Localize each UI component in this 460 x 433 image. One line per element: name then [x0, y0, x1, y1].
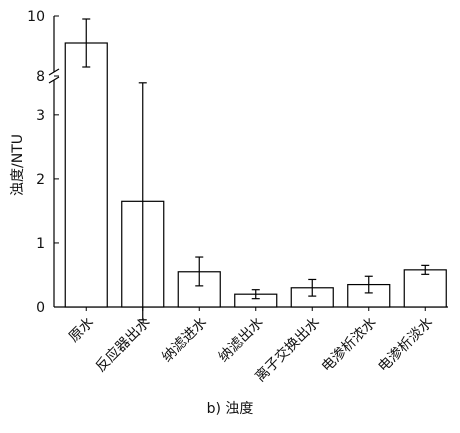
- y-tick-label: 2: [36, 172, 45, 188]
- bars: [64, 42, 447, 308]
- axes: [48, 16, 448, 308]
- bar: [403, 269, 447, 308]
- category-label: 反应器出水: [92, 314, 154, 376]
- category-label: 电渗析淡水: [375, 315, 436, 376]
- chart-caption: b) 浊度: [206, 401, 254, 417]
- y-tick-label: 10: [27, 9, 45, 25]
- y-tick-label: 0: [36, 300, 45, 316]
- y-tick-label: 3: [36, 108, 45, 124]
- y-axis-label: 浊度/NTU: [10, 134, 26, 196]
- error-bars: [82, 18, 430, 321]
- y-tick-label: 8: [36, 69, 45, 85]
- axis-break-mark: [48, 76, 60, 84]
- bar: [64, 42, 108, 308]
- category-label: 纳滤进水: [159, 315, 210, 366]
- y-axis-ticks: 0 1 2 3 8 10: [27, 9, 59, 316]
- axis-break-mark: [48, 68, 60, 76]
- category-label: 电渗析浓水: [319, 315, 380, 376]
- y-tick-label: 1: [36, 236, 45, 252]
- category-label: 纳滤出水: [216, 315, 267, 366]
- category-label: 原水: [66, 315, 97, 346]
